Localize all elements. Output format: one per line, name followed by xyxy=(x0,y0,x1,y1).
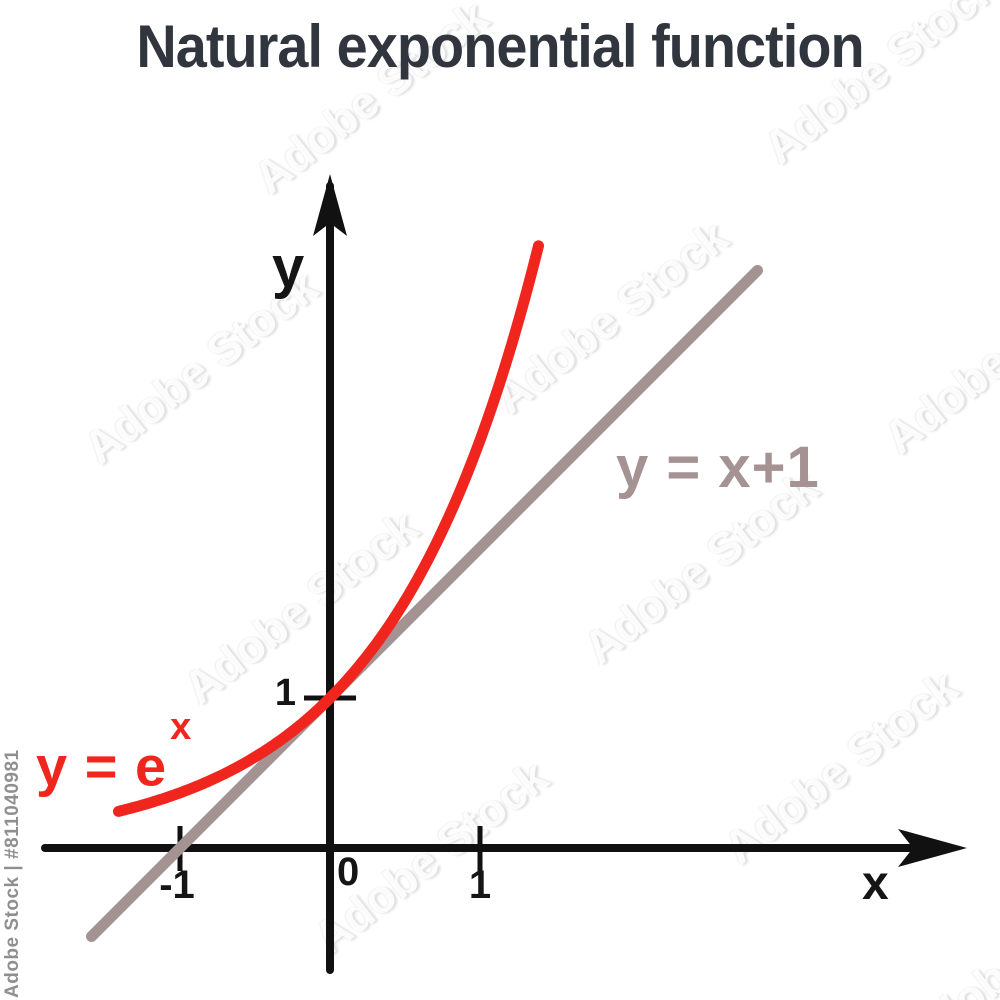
exp-curve-label: y = ex xyxy=(36,706,191,799)
y-tick-label-plus1: 1 xyxy=(274,672,296,714)
origin-tick-label: 0 xyxy=(337,850,360,894)
y-axis-label: y xyxy=(272,235,305,300)
x-tick-label-plus1: 1 xyxy=(468,863,492,907)
x-axis-label: x xyxy=(862,857,889,910)
exp-curve-label-base: y = e xyxy=(36,734,168,798)
y-axis-arrow-icon xyxy=(313,174,347,236)
exp-curve xyxy=(113,240,544,817)
exp-curve-label-exponent: x xyxy=(170,706,193,748)
x-tick-label-minus1: -1 xyxy=(159,863,195,907)
x-axis-arrow-icon xyxy=(898,829,967,867)
tangent-line-label: y = x+1 xyxy=(616,435,820,500)
axes-group xyxy=(41,174,967,974)
tangent-line xyxy=(86,265,763,942)
page-title: Natural exponential function xyxy=(136,13,864,80)
